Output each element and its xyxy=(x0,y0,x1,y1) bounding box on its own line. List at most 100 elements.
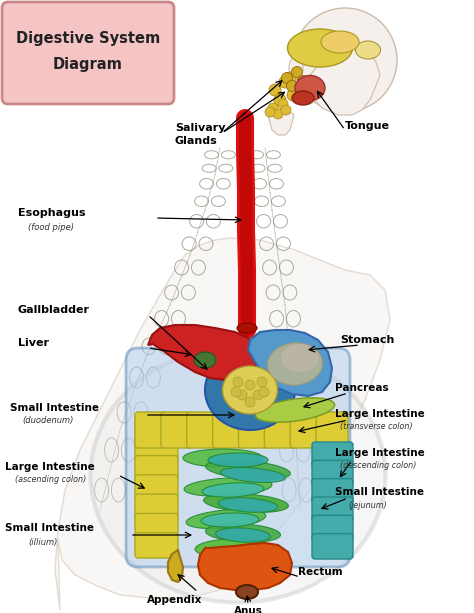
Ellipse shape xyxy=(208,453,268,467)
Circle shape xyxy=(284,72,296,84)
Circle shape xyxy=(293,8,397,112)
FancyBboxPatch shape xyxy=(312,534,353,559)
FancyBboxPatch shape xyxy=(187,412,219,448)
Text: Salivary: Salivary xyxy=(175,123,226,133)
Text: Liver: Liver xyxy=(18,338,49,348)
Ellipse shape xyxy=(356,41,381,59)
Ellipse shape xyxy=(202,483,264,497)
FancyBboxPatch shape xyxy=(135,494,178,519)
Text: Pancreas: Pancreas xyxy=(335,383,389,393)
Ellipse shape xyxy=(295,75,325,101)
Ellipse shape xyxy=(237,323,257,333)
Text: Glands: Glands xyxy=(175,136,218,146)
FancyBboxPatch shape xyxy=(161,412,193,448)
Circle shape xyxy=(298,75,309,86)
Text: Tongue: Tongue xyxy=(345,121,390,131)
Ellipse shape xyxy=(267,343,322,385)
Circle shape xyxy=(279,76,291,88)
Ellipse shape xyxy=(183,449,263,467)
Circle shape xyxy=(273,109,283,119)
FancyBboxPatch shape xyxy=(2,2,174,104)
Circle shape xyxy=(282,72,292,83)
Circle shape xyxy=(268,103,278,113)
FancyBboxPatch shape xyxy=(135,475,178,500)
Circle shape xyxy=(231,387,241,397)
Text: Small Intestine: Small Intestine xyxy=(5,523,94,533)
Ellipse shape xyxy=(201,513,259,527)
Polygon shape xyxy=(148,325,258,380)
Ellipse shape xyxy=(281,344,319,372)
Text: (illium): (illium) xyxy=(28,538,57,547)
Ellipse shape xyxy=(194,352,216,368)
Ellipse shape xyxy=(321,31,359,53)
Text: (duodenum): (duodenum) xyxy=(22,416,73,425)
Circle shape xyxy=(278,99,288,109)
Text: Appendix: Appendix xyxy=(147,595,203,605)
Ellipse shape xyxy=(186,509,266,528)
Text: Digestive System: Digestive System xyxy=(16,31,160,45)
Circle shape xyxy=(233,377,243,387)
FancyBboxPatch shape xyxy=(312,460,353,485)
Ellipse shape xyxy=(184,478,272,497)
Text: Large Intestine: Large Intestine xyxy=(5,462,95,472)
Polygon shape xyxy=(248,330,332,396)
Text: (ascending colon): (ascending colon) xyxy=(15,476,86,484)
Ellipse shape xyxy=(288,29,353,67)
Ellipse shape xyxy=(289,57,303,79)
Ellipse shape xyxy=(205,350,295,430)
Circle shape xyxy=(237,390,247,400)
Text: Stomach: Stomach xyxy=(340,335,394,345)
Text: Small Intestine: Small Intestine xyxy=(10,403,99,413)
Ellipse shape xyxy=(236,585,258,599)
Circle shape xyxy=(286,80,298,91)
Text: Large Intestine: Large Intestine xyxy=(335,409,425,419)
Text: Esophagus: Esophagus xyxy=(18,208,85,218)
Ellipse shape xyxy=(220,468,285,482)
FancyBboxPatch shape xyxy=(135,455,178,481)
FancyBboxPatch shape xyxy=(135,417,178,443)
Ellipse shape xyxy=(204,493,288,512)
Ellipse shape xyxy=(218,498,278,512)
Polygon shape xyxy=(198,543,292,590)
Ellipse shape xyxy=(255,398,335,422)
Ellipse shape xyxy=(206,524,281,543)
Polygon shape xyxy=(168,550,183,582)
FancyBboxPatch shape xyxy=(213,412,245,448)
FancyBboxPatch shape xyxy=(126,348,350,567)
Text: Small Intestine: Small Intestine xyxy=(335,487,424,497)
Circle shape xyxy=(259,387,269,397)
Circle shape xyxy=(287,89,299,101)
Circle shape xyxy=(281,105,291,115)
Text: Anus: Anus xyxy=(234,606,263,613)
Circle shape xyxy=(274,94,286,106)
FancyBboxPatch shape xyxy=(290,412,322,448)
Ellipse shape xyxy=(292,91,314,105)
FancyBboxPatch shape xyxy=(316,412,348,448)
Circle shape xyxy=(269,84,281,96)
Text: Rectum: Rectum xyxy=(298,567,343,577)
Circle shape xyxy=(257,377,267,387)
FancyBboxPatch shape xyxy=(135,436,178,462)
Polygon shape xyxy=(55,238,390,610)
Text: (food pipe): (food pipe) xyxy=(28,223,74,232)
Text: (descending colon): (descending colon) xyxy=(340,462,416,471)
Circle shape xyxy=(245,380,255,390)
Text: (transverse colon): (transverse colon) xyxy=(340,422,413,432)
Circle shape xyxy=(245,397,255,407)
Circle shape xyxy=(292,66,302,77)
FancyBboxPatch shape xyxy=(312,479,353,504)
Circle shape xyxy=(265,107,275,117)
FancyBboxPatch shape xyxy=(135,412,167,448)
FancyBboxPatch shape xyxy=(312,497,353,522)
Ellipse shape xyxy=(91,348,385,603)
Text: (jejunum): (jejunum) xyxy=(348,500,387,509)
Ellipse shape xyxy=(195,539,265,557)
Ellipse shape xyxy=(222,366,277,414)
FancyBboxPatch shape xyxy=(238,412,270,448)
Ellipse shape xyxy=(216,528,271,542)
Polygon shape xyxy=(268,110,294,135)
FancyBboxPatch shape xyxy=(312,516,353,541)
Text: Large Intestine: Large Intestine xyxy=(335,448,425,458)
FancyBboxPatch shape xyxy=(312,442,353,467)
FancyBboxPatch shape xyxy=(264,412,296,448)
